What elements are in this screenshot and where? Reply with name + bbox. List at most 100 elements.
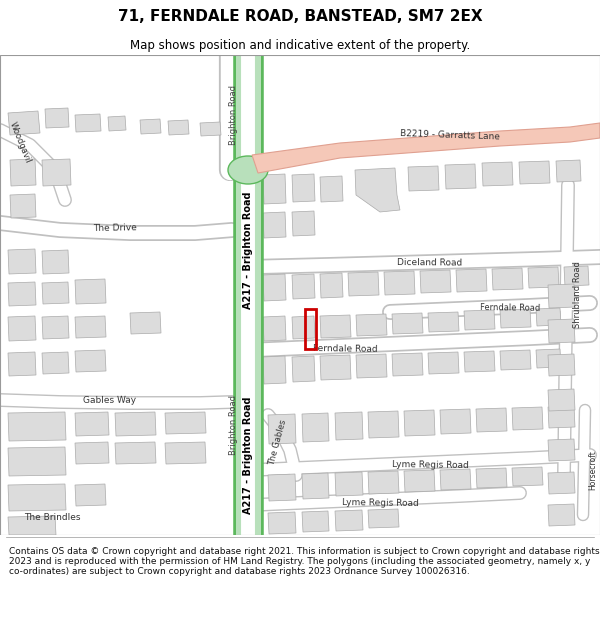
Text: Lyme Regis Road: Lyme Regis Road — [392, 460, 469, 470]
Polygon shape — [368, 509, 399, 528]
Polygon shape — [75, 484, 106, 506]
Polygon shape — [292, 211, 315, 236]
Polygon shape — [464, 310, 495, 330]
Polygon shape — [564, 266, 589, 286]
Polygon shape — [268, 414, 296, 444]
Text: Map shows position and indicative extent of the property.: Map shows position and indicative extent… — [130, 39, 470, 52]
Polygon shape — [335, 472, 363, 496]
Polygon shape — [42, 352, 69, 374]
Polygon shape — [10, 194, 36, 218]
Polygon shape — [302, 413, 329, 442]
Polygon shape — [302, 511, 329, 532]
Polygon shape — [263, 212, 286, 238]
Polygon shape — [548, 354, 575, 376]
Polygon shape — [42, 282, 69, 304]
Polygon shape — [8, 412, 66, 441]
Polygon shape — [320, 176, 343, 202]
Bar — [305, 309, 316, 349]
Polygon shape — [536, 349, 561, 368]
Polygon shape — [368, 471, 399, 494]
Text: Ferndale Road: Ferndale Road — [313, 344, 377, 354]
Polygon shape — [456, 269, 487, 292]
Polygon shape — [356, 314, 387, 336]
Polygon shape — [108, 116, 126, 131]
Polygon shape — [8, 484, 66, 511]
Polygon shape — [42, 159, 71, 186]
Polygon shape — [320, 273, 343, 298]
Ellipse shape — [228, 156, 268, 184]
Polygon shape — [392, 313, 423, 334]
Polygon shape — [482, 162, 513, 186]
Text: Gables Way: Gables Way — [83, 396, 137, 404]
Polygon shape — [548, 472, 575, 494]
Polygon shape — [8, 249, 36, 274]
Polygon shape — [404, 470, 435, 492]
Text: The Gables: The Gables — [268, 419, 289, 467]
Polygon shape — [408, 166, 439, 191]
Polygon shape — [548, 319, 575, 343]
Polygon shape — [75, 316, 106, 338]
Text: A217 - Brighton Road: A217 - Brighton Road — [243, 396, 253, 514]
Polygon shape — [263, 356, 286, 384]
Text: Brighton Road: Brighton Road — [229, 85, 239, 145]
Polygon shape — [292, 274, 315, 299]
Polygon shape — [392, 353, 423, 376]
Polygon shape — [45, 108, 69, 128]
Polygon shape — [10, 159, 36, 186]
Polygon shape — [492, 268, 523, 290]
Polygon shape — [140, 119, 161, 134]
Polygon shape — [536, 308, 561, 326]
Polygon shape — [8, 282, 36, 306]
Text: A217 - Brighton Road: A217 - Brighton Road — [243, 191, 253, 309]
Polygon shape — [165, 442, 206, 464]
Polygon shape — [8, 352, 36, 376]
Polygon shape — [384, 271, 415, 295]
Polygon shape — [348, 272, 379, 296]
Polygon shape — [548, 389, 575, 411]
Polygon shape — [428, 312, 459, 332]
Polygon shape — [263, 174, 286, 204]
Polygon shape — [302, 473, 329, 499]
Text: The Brindles: The Brindles — [24, 512, 80, 521]
Polygon shape — [548, 439, 575, 461]
Polygon shape — [512, 407, 543, 430]
Polygon shape — [115, 412, 156, 436]
Polygon shape — [168, 120, 189, 135]
Polygon shape — [512, 467, 543, 486]
Polygon shape — [8, 516, 56, 535]
Polygon shape — [292, 174, 315, 202]
Text: 71, FERNDALE ROAD, BANSTEAD, SM7 2EX: 71, FERNDALE ROAD, BANSTEAD, SM7 2EX — [118, 9, 482, 24]
Polygon shape — [165, 412, 206, 434]
Polygon shape — [263, 316, 286, 341]
Polygon shape — [200, 122, 221, 136]
Polygon shape — [404, 410, 435, 436]
Polygon shape — [8, 111, 40, 135]
Polygon shape — [75, 350, 106, 372]
Polygon shape — [445, 164, 476, 189]
Text: Contains OS data © Crown copyright and database right 2021. This information is : Contains OS data © Crown copyright and d… — [9, 547, 599, 576]
Text: Brighton Road: Brighton Road — [229, 395, 239, 455]
Polygon shape — [548, 406, 575, 428]
Polygon shape — [355, 168, 400, 212]
Polygon shape — [428, 352, 459, 374]
Text: Ferndale Road: Ferndale Road — [480, 303, 540, 313]
Text: Shrubland Road: Shrubland Road — [574, 261, 583, 329]
Polygon shape — [130, 312, 161, 334]
Polygon shape — [464, 351, 495, 372]
Polygon shape — [548, 504, 575, 526]
Polygon shape — [335, 412, 363, 440]
Polygon shape — [335, 510, 363, 531]
Polygon shape — [320, 355, 351, 380]
Polygon shape — [8, 447, 66, 476]
Polygon shape — [42, 250, 69, 274]
Polygon shape — [320, 315, 351, 338]
Polygon shape — [500, 309, 531, 328]
Polygon shape — [75, 442, 109, 464]
Polygon shape — [42, 316, 69, 339]
Polygon shape — [548, 284, 575, 308]
Text: Diceland Road: Diceland Road — [397, 258, 463, 268]
Text: B2219 - Garratts Lane: B2219 - Garratts Lane — [400, 129, 500, 141]
Polygon shape — [75, 412, 109, 436]
Polygon shape — [263, 274, 286, 301]
Polygon shape — [75, 114, 101, 132]
